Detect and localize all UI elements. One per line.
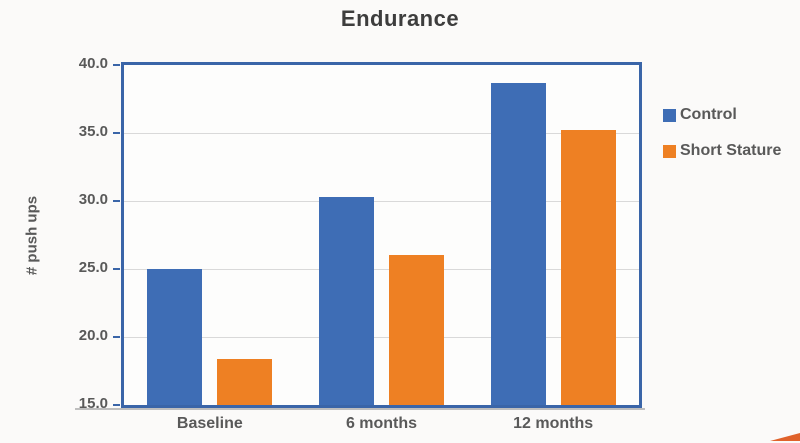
y-axis-tick <box>113 132 120 134</box>
y-tick-label: 25.0 <box>78 259 108 276</box>
legend-swatch-icon <box>663 144 676 158</box>
orange-wedge-artifact <box>770 433 800 441</box>
gridline <box>124 268 639 270</box>
y-axis-tick <box>113 64 120 66</box>
legend-swatch-icon <box>663 108 676 122</box>
legend-item-control: Control <box>663 105 781 125</box>
y-tick-label: 15.0 <box>78 395 108 412</box>
bar-control-baseline <box>147 269 203 405</box>
plot-area <box>121 62 642 408</box>
y-axis-tick <box>113 404 120 406</box>
chart-title: Endurance <box>340 6 460 31</box>
legend-label: Control <box>680 106 737 123</box>
bar-short-stature-baseline <box>217 358 273 405</box>
gridline <box>124 336 639 338</box>
x-axis-line <box>75 408 645 410</box>
y-axis-tick <box>113 200 120 202</box>
x-tick-label-12-months: 12 months <box>513 415 594 432</box>
y-axis-tick <box>113 336 120 338</box>
gridline <box>124 200 639 202</box>
y-axis-title: # push ups <box>23 195 41 276</box>
legend-item-short-stature: Short Stature <box>663 141 781 161</box>
y-tick-label: 40.0 <box>78 55 108 72</box>
y-axis-tick <box>113 268 120 270</box>
legend: Control Short Stature <box>663 105 781 177</box>
y-tick-label: 35.0 <box>78 123 108 140</box>
y-tick-label: 30.0 <box>78 191 108 208</box>
y-tick-label: 20.0 <box>78 327 108 344</box>
x-tick-label-6-months: 6 months <box>345 415 418 432</box>
bar-control-12-months <box>490 82 546 405</box>
legend-label: Short Stature <box>680 142 782 159</box>
bar-short-stature-6-months <box>389 255 444 405</box>
gridline <box>124 132 639 134</box>
bar-short-stature-12-months <box>560 130 616 405</box>
x-tick-label-baseline: Baseline <box>176 415 243 432</box>
bar-control-6-months <box>319 196 374 405</box>
